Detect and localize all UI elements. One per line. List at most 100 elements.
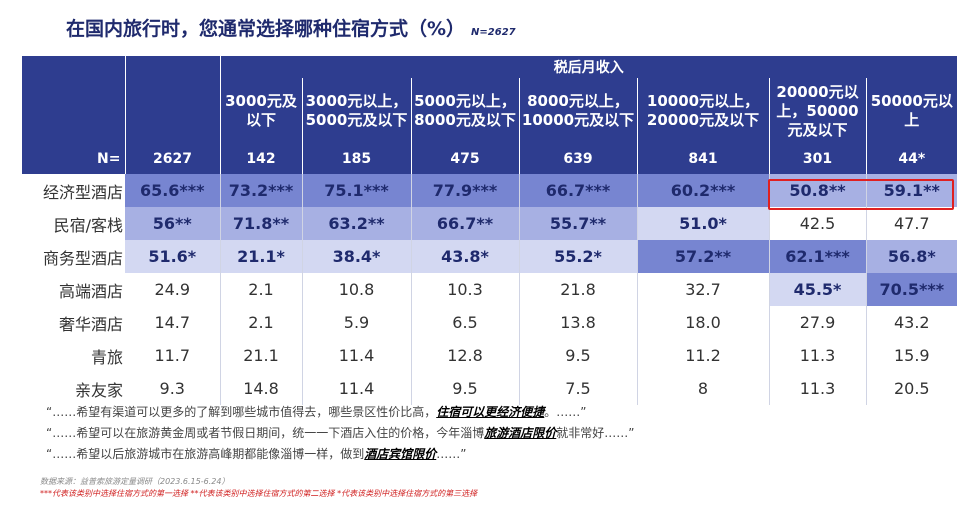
total-header-cell	[125, 56, 221, 78]
table-cell: 63.2**	[301, 207, 411, 240]
table-cell: 55.2*	[518, 240, 637, 273]
table-row: 民宿/客栈 56** 71.8** 63.2** 66.7** 55.7** 51.0* 42…	[22, 207, 958, 240]
table-cell: 62.1***	[768, 240, 866, 273]
table-cell: 24.9	[154, 280, 191, 299]
table-cell: 11.7	[154, 346, 191, 365]
n-value: 841	[636, 144, 769, 174]
table-cell: 20.5	[865, 372, 958, 405]
table-cell: 73.2***	[219, 174, 302, 207]
table-cell: 51.6*	[125, 240, 220, 273]
income-accommodation-table: 税后月收入 3000元及以下 3000元以上，5000元及以下 5000元以上，…	[22, 56, 958, 405]
n-value: 142	[219, 144, 302, 174]
n-value: 475	[410, 144, 519, 174]
column-header: 3000元及以下	[219, 78, 302, 144]
row-label: 亲友家	[74, 380, 123, 400]
table-row: 经济型酒店 65.6*** 73.2*** 75.1*** 77.9*** 66.7***…	[22, 174, 958, 207]
table-cell: 15.9	[865, 339, 958, 372]
column-header: 10000元以上，20000元及以下	[636, 78, 769, 144]
table-cell: 11.2	[636, 339, 769, 372]
group-header: 税后月收入	[220, 56, 958, 78]
quotes-block: “……希望有渠道可以更多的了解到哪些城市值得去，哪些景区性价比高，住宿可以更经济…	[46, 402, 634, 465]
table-cell: 75.1***	[301, 174, 411, 207]
table-cell: 43.2	[865, 306, 958, 339]
table-cell: 9.3	[159, 379, 185, 398]
table-cell: 14.8	[219, 372, 302, 405]
table-cell: 6.5	[410, 306, 519, 339]
table-cell: 56**	[125, 207, 220, 240]
highlight-box	[768, 179, 954, 210]
table-cell: 9.5	[410, 372, 519, 405]
n-value: 301	[768, 144, 866, 174]
row-label: 经济型酒店	[42, 182, 123, 202]
table-cell: 51.0*	[636, 207, 769, 240]
column-header: 20000元以上，50000元及以下	[768, 78, 866, 144]
table-cell: 21.1*	[219, 240, 302, 273]
table-cell: 65.6***	[125, 174, 220, 207]
table-cell: 7.5	[518, 372, 637, 405]
table-cell: 71.8**	[219, 207, 302, 240]
column-header: 8000元以上，10000元及以下	[518, 78, 637, 144]
data-source: 数据来源：益普索旅游定量调研（2023.6.15-6.24）	[40, 477, 230, 486]
table-cell: 47.7	[865, 207, 958, 240]
table-cell: 77.9***	[410, 174, 519, 207]
n-value: 2627	[124, 144, 220, 174]
column-header: 50000元以上	[865, 78, 958, 144]
table-cell: 5.9	[301, 306, 411, 339]
table-cell: 57.2**	[636, 240, 769, 273]
table-cell: 11.4	[301, 339, 411, 372]
table-cell: 10.3	[410, 273, 519, 306]
table-row: 奢华酒店 14.7 2.1 5.9 6.5 13.8 18.0 27.9 43.2	[22, 306, 958, 339]
corner-cell	[22, 56, 126, 78]
sample-size: N=2627	[471, 27, 516, 38]
sample-size-row: N= 2627 142 185 475 639 841 301 44*	[22, 144, 958, 174]
table-cell: 11.4	[301, 372, 411, 405]
row-label: 商务型酒店	[42, 248, 123, 268]
header-blank	[22, 78, 125, 144]
page-title: 在国内旅行时，您通常选择哪种住宿方式（%） N=2627	[66, 14, 516, 41]
table-cell: 32.7	[636, 273, 769, 306]
table-cell: 66.7**	[410, 207, 519, 240]
table-cell: 42.5	[768, 207, 866, 240]
n-value: 44*	[865, 144, 958, 174]
table-cell: 21.8	[518, 273, 637, 306]
table-cell: 11.3	[768, 372, 866, 405]
n-value: 639	[518, 144, 637, 174]
quote: “……希望可以在旅游黄金周或者节假日期间，统一一下酒店入住的价格，今年淄博旅游酒…	[46, 426, 635, 440]
table-cell: 66.7***	[518, 174, 637, 207]
table-cell: 18.0	[636, 306, 769, 339]
table-cell: 56.8*	[865, 240, 958, 273]
significance-note: ***代表该类别中选择住宿方式的第一选择 **代表该类别中选择住宿方式的第二选择…	[40, 489, 478, 498]
table-cell: 9.5	[518, 339, 637, 372]
quote: “……希望有渠道可以更多的了解到哪些城市值得去，哪些景区性价比高，住宿可以更经济…	[46, 405, 587, 419]
table-cell: 14.7	[154, 313, 191, 332]
table-row: 商务型酒店 51.6* 21.1* 38.4* 43.8* 55.2* 57.2** 62.1…	[22, 240, 958, 273]
table-cell: 2.1	[219, 306, 302, 339]
table-cell: 13.8	[518, 306, 637, 339]
table-cell: 45.5*	[768, 273, 866, 306]
table-cell: 38.4*	[301, 240, 411, 273]
table-row: 青旅 11.7 21.1 11.4 12.8 9.5 11.2 11.3 15.9	[22, 339, 958, 372]
table-cell: 21.1	[219, 339, 302, 372]
title-text: 在国内旅行时，您通常选择哪种住宿方式（%）	[66, 18, 466, 40]
table-cell: 12.8	[410, 339, 519, 372]
n-value: 185	[301, 144, 411, 174]
table-cell: 70.5***	[865, 273, 958, 306]
table-cell: 2.1	[219, 273, 302, 306]
table-cell: 43.8*	[410, 240, 519, 273]
table-row: 亲友家 9.3 14.8 11.4 9.5 7.5 8 11.3 20.5	[22, 372, 958, 405]
table-cell: 55.7**	[518, 207, 637, 240]
quote: “……希望以后旅游城市在旅游高峰期都能像淄博一样，做到酒店宾馆限价……”	[46, 447, 467, 461]
table-cell: 11.3	[768, 339, 866, 372]
column-header: 5000元以上，8000元及以下	[410, 78, 519, 144]
table-cell: 10.8	[301, 273, 411, 306]
table-cell: 27.9	[768, 306, 866, 339]
row-label: 青旅	[90, 347, 123, 367]
header-total	[124, 78, 220, 144]
row-label: 奢华酒店	[58, 314, 123, 334]
row-label: 民宿/客栈	[53, 215, 123, 235]
n-label: N=	[22, 144, 125, 174]
table-row: 高端酒店 24.9 2.1 10.8 10.3 21.8 32.7 45.5* 70.5***	[22, 273, 958, 306]
column-header-row: 3000元及以下 3000元以上，5000元及以下 5000元以上，8000元及…	[22, 78, 958, 144]
table-cell: 60.2***	[636, 174, 769, 207]
column-header: 3000元以上，5000元及以下	[301, 78, 411, 144]
